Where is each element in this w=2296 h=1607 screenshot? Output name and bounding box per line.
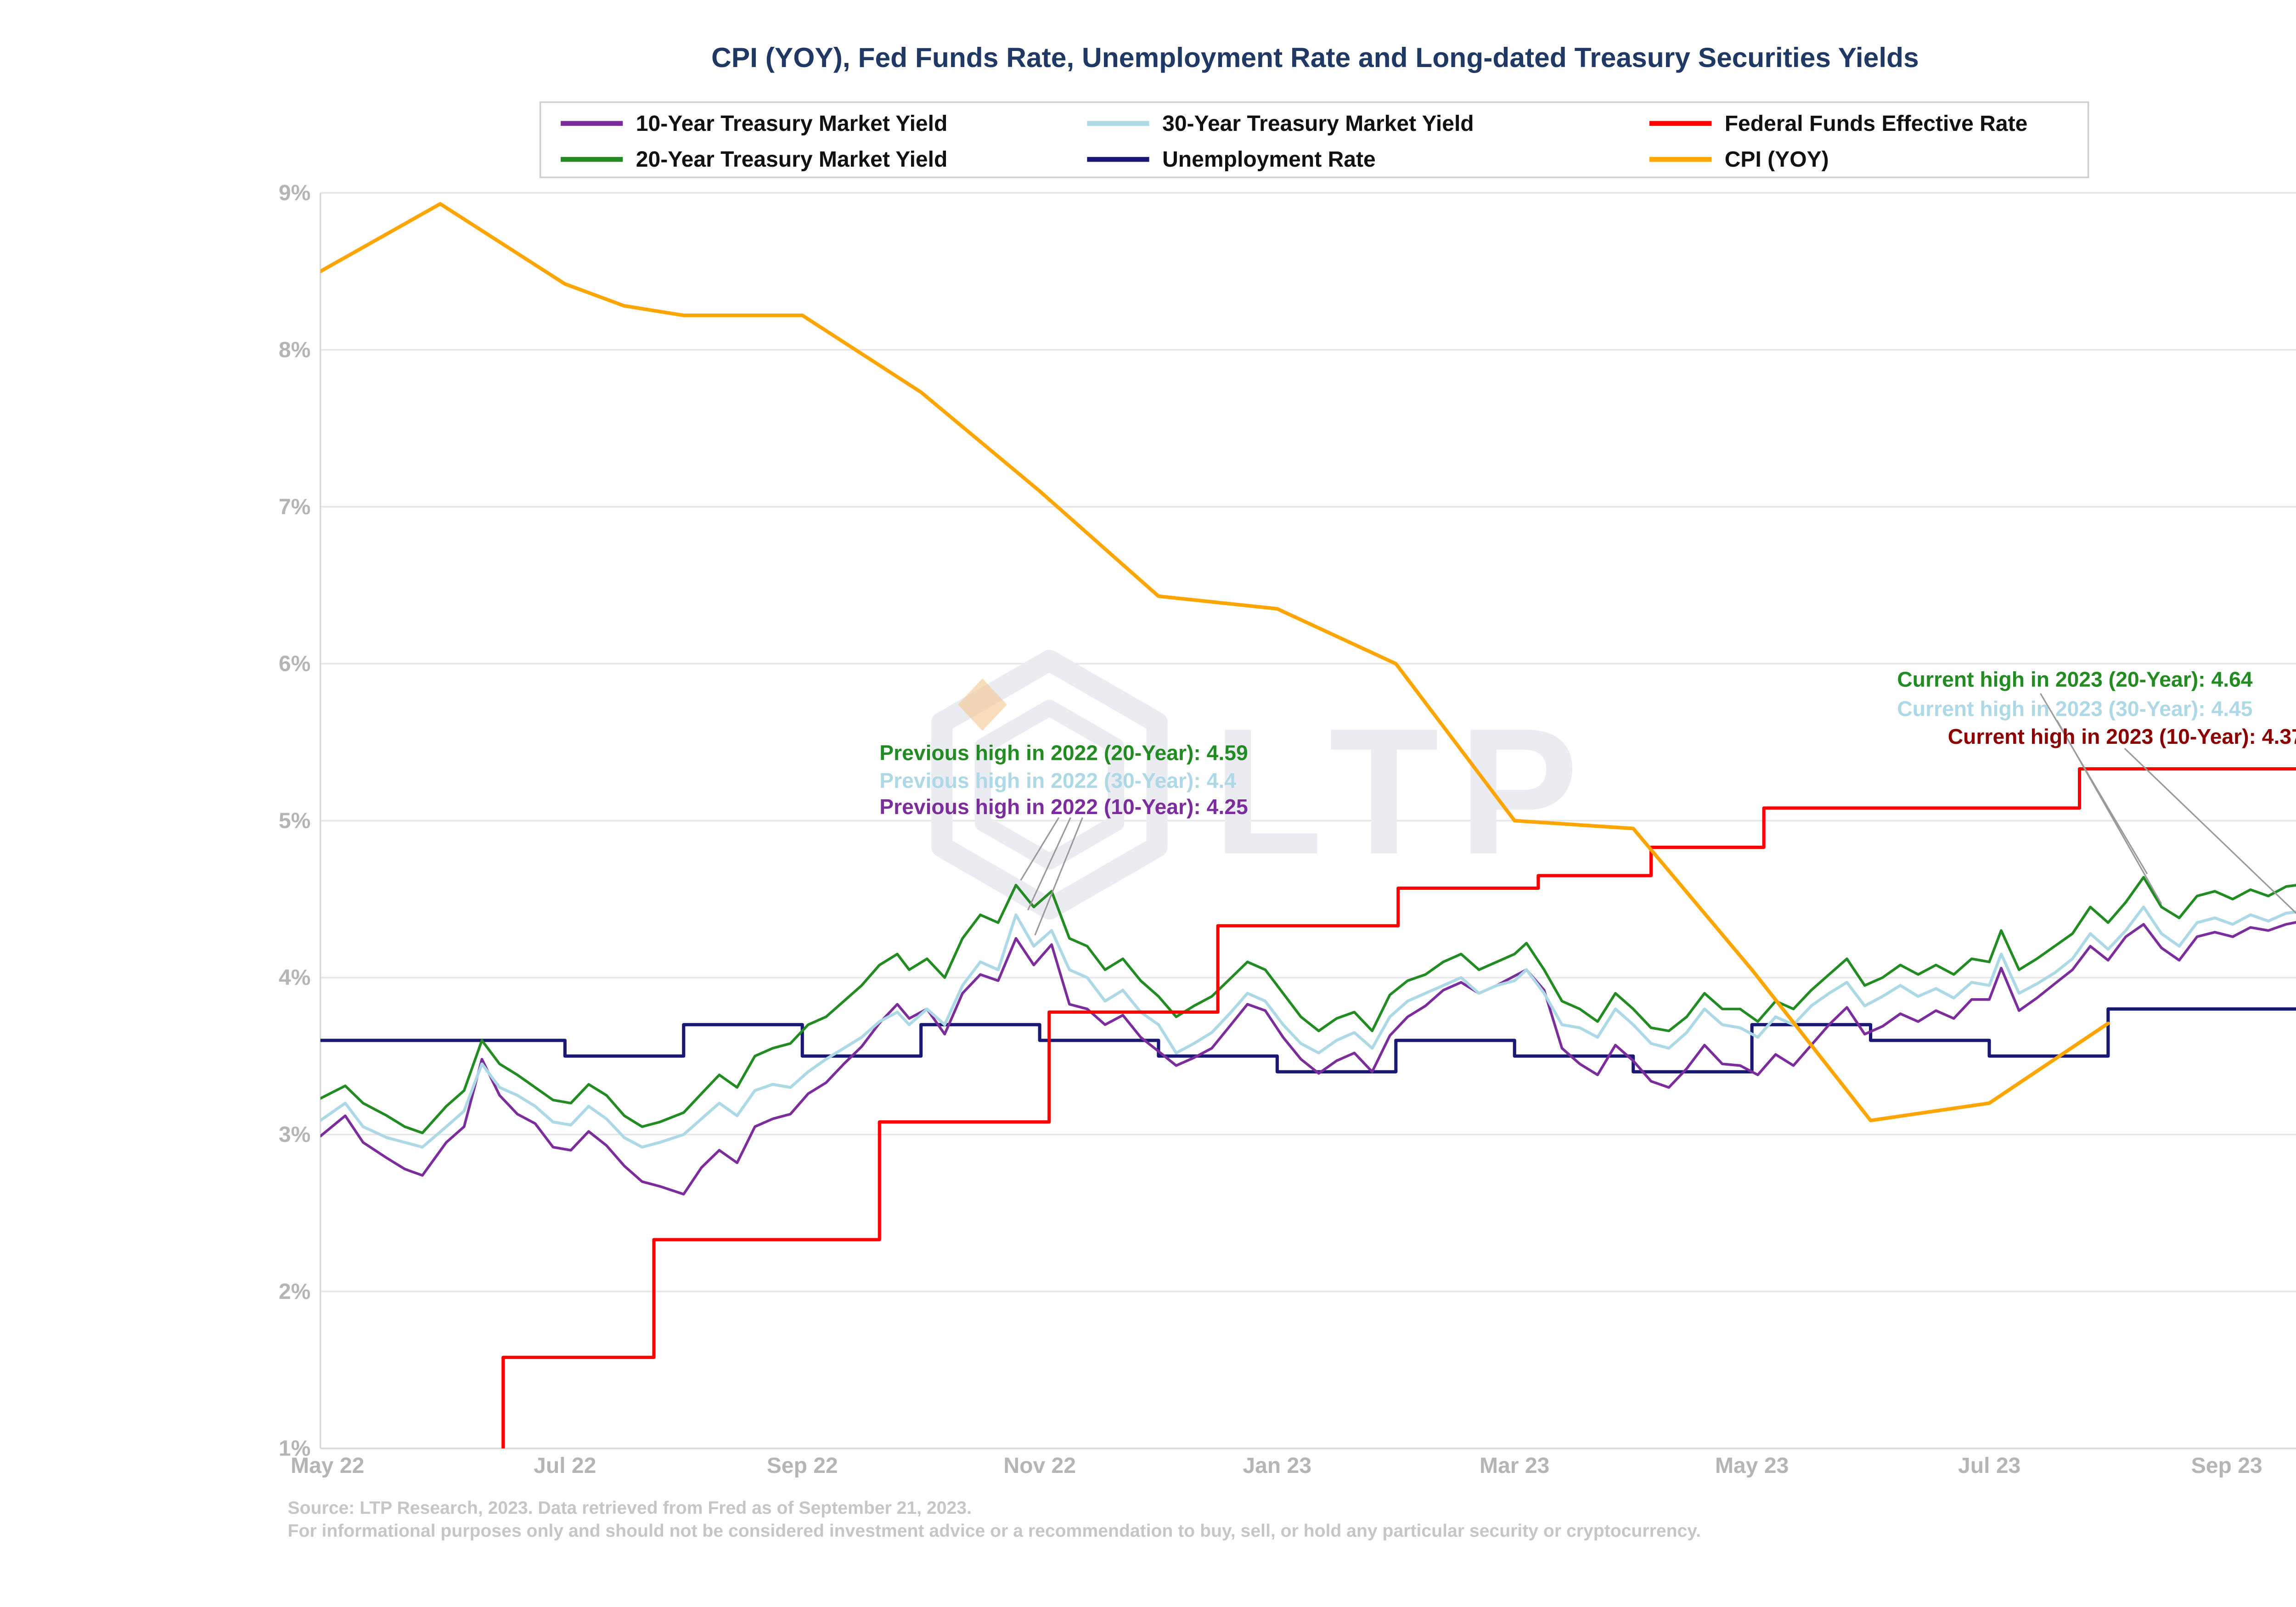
- y-axis-label-left: 4%: [278, 965, 311, 990]
- annotation-connector-line: [2124, 747, 2296, 914]
- annotation-connector-line: [1027, 817, 1071, 910]
- y-axis-label-left: 9%: [278, 180, 311, 205]
- annotation-block-current-highs: Current high in 2023 (20-Year): 4.64 Curr…: [1897, 665, 2296, 751]
- x-axis-label: Nov 22: [1003, 1453, 1076, 1478]
- annotation-prev-10y: Previous high in 2022 (10-Year): 4.25: [879, 794, 1248, 819]
- series-10y: [320, 921, 2296, 1196]
- x-axis-label: Mar 23: [1480, 1453, 1550, 1478]
- legend-label: Federal Funds Effective Rate: [1724, 110, 2028, 135]
- series-cpi: [320, 202, 2110, 1123]
- legend-line-swatch: [561, 156, 623, 161]
- legend-item-unemployment: Unemployment Rate: [1087, 146, 1649, 171]
- legend-item-20y: 20-Year Treasury Market Yield: [561, 146, 1087, 171]
- legend-item-fed: Federal Funds Effective Rate: [1649, 110, 2088, 135]
- watermark-text: LTP: [1213, 691, 1598, 892]
- legend-line-swatch: [1087, 120, 1149, 125]
- x-axis-label: Jul 23: [1958, 1453, 2021, 1478]
- y-axis-label-left: 3%: [278, 1122, 311, 1147]
- legend-item-cpi: CPI (YOY): [1649, 146, 2088, 171]
- x-axis-label: May 22: [291, 1453, 365, 1478]
- legend-label: 30-Year Treasury Market Yield: [1162, 110, 1474, 135]
- y-axis-label-left: 8%: [278, 337, 311, 362]
- annotation-prev-30y: Previous high in 2022 (30-Year): 4.4: [879, 767, 1237, 792]
- annotation-prev-20y: Previous high in 2022 (20-Year): 4.59: [879, 740, 1248, 765]
- legend: 10-Year Treasury Market Yield 30-Year Tre…: [539, 101, 2089, 179]
- disclaimer-line: For informational purposes only and shou…: [287, 1522, 1701, 1542]
- y-axis-label-left: 7%: [278, 494, 311, 519]
- annotation-curr-10y: Current high in 2023 (10-Year): 4.37: [1947, 724, 2296, 749]
- annotation-connector-line: [2056, 719, 2162, 905]
- annotation-connector-line: [1020, 817, 1060, 881]
- legend-line-swatch: [561, 120, 623, 125]
- legend-item-10y: 10-Year Treasury Market Yield: [561, 110, 1087, 135]
- annotation-block-previous-highs: Previous high in 2022 (20-Year): 4.59 Pre…: [879, 741, 1248, 821]
- y-axis-label-left: 2%: [278, 1279, 311, 1304]
- legend-label: 20-Year Treasury Market Yield: [636, 146, 948, 171]
- series-30y: [320, 905, 2296, 1149]
- x-axis-label: Jan 23: [1243, 1453, 1311, 1478]
- annotation-curr-20y: Current high in 2023 (20-Year): 4.64: [1897, 667, 2253, 692]
- watermark-hexagon-outer-icon: [931, 650, 1168, 920]
- x-axis-label: Sep 22: [766, 1453, 838, 1478]
- legend-line-swatch: [1649, 120, 1712, 125]
- x-axis-label: May 23: [1715, 1453, 1789, 1478]
- legend-line-swatch: [1087, 156, 1149, 161]
- source-line: Source: LTP Research, 2023. Data retriev…: [287, 1499, 972, 1519]
- series-fed: [501, 767, 2296, 1449]
- y-axis-label-left: 1%: [278, 1436, 311, 1461]
- annotation-curr-30y: Current high in 2023 (30-Year): 4.45: [1897, 695, 2253, 720]
- watermark: LTP: [931, 650, 1598, 920]
- legend-line-swatch: [1649, 156, 1712, 161]
- legend-label: CPI (YOY): [1724, 146, 1829, 171]
- x-axis-label: Sep 23: [2191, 1453, 2262, 1478]
- series-unemployment: [320, 1007, 2296, 1073]
- x-axis-label: Jul 22: [534, 1453, 597, 1478]
- source-footer: Source: LTP Research, 2023. Data retriev…: [288, 1497, 1701, 1543]
- legend-item-30y: 30-Year Treasury Market Yield: [1087, 110, 1649, 135]
- legend-label: Unemployment Rate: [1162, 146, 1376, 171]
- y-axis-label-left: 6%: [278, 651, 311, 676]
- annotation-connector-line: [1034, 817, 1083, 936]
- legend-label: 10-Year Treasury Market Yield: [636, 110, 948, 135]
- y-axis-label-left: 5%: [278, 808, 311, 833]
- chart-title: CPI (YOY), Fed Funds Rate, Unemployment …: [711, 42, 1919, 74]
- watermark-hexagon-inner-icon: [974, 699, 1125, 870]
- series-20y: [320, 876, 2296, 1135]
